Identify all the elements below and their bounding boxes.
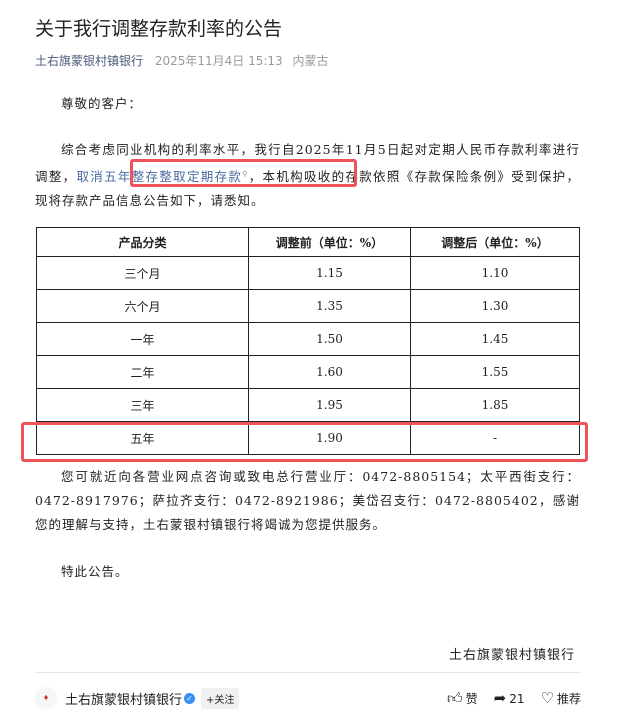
highlight-box — [21, 422, 588, 462]
recommend-button[interactable]: ♡ 推荐 — [541, 689, 581, 707]
table-row: 一年 1.50 1.45 — [36, 322, 580, 356]
paragraph-1: 综合考虑同业机构的利率水平，我行自2025年11月5日起对定期人民币存款利率进行… — [35, 138, 580, 213]
highlight-box — [130, 159, 357, 187]
cell: 1.45 — [410, 322, 580, 356]
cell: 1.10 — [410, 256, 580, 290]
follow-button[interactable]: +关注 — [201, 687, 240, 709]
location: 内蒙古 — [292, 54, 329, 68]
table-header: 产品分类 调整前（单位：%） 调整后（单位：%） — [36, 227, 580, 257]
avatar[interactable]: ♦ — [35, 687, 57, 709]
table-row: 三个月 1.15 1.10 — [36, 256, 580, 290]
table-row: 三年 1.95 1.85 — [36, 388, 580, 422]
divider — [35, 672, 581, 673]
share-icon: ➦ — [493, 689, 507, 707]
table-row: 六个月 1.35 1.30 — [36, 289, 580, 323]
search-link[interactable]: 取消五年整存整取定期存款 — [76, 169, 243, 185]
thumbs-up-icon: 👍︎ — [446, 688, 463, 707]
publish-date: 2025年11月4日 15:13 — [154, 54, 283, 68]
header-cell: 产品分类 — [36, 227, 249, 257]
cell: - — [410, 421, 580, 455]
verified-icon: ✓ — [184, 692, 196, 704]
header-cell: 调整前（单位：%） — [248, 227, 411, 257]
share-count: 21 — [509, 692, 525, 706]
article-title: 关于我行调整存款利率的公告 — [35, 18, 283, 40]
share-button[interactable]: ➦ 21 — [494, 689, 525, 707]
article-meta: 土右旗蒙银村镇银行 2025年11月4日 15:13 内蒙古 — [35, 52, 335, 69]
cell: 1.50 — [248, 322, 411, 356]
rate-table: 产品分类 调整前（单位：%） 调整后（单位：%） 三个月 1.15 1.10 六个月 1.… — [36, 227, 580, 455]
closing: 特此公告。 — [61, 564, 129, 579]
cell: 三个月 — [36, 256, 249, 290]
cell: 一年 — [36, 322, 249, 356]
signature: 土右旗蒙银村镇银行 — [448, 648, 575, 663]
heart-icon: ♡ — [540, 689, 554, 707]
like-button[interactable]: 👍︎ 赞 — [447, 689, 478, 708]
recommend-label: 推荐 — [556, 692, 581, 706]
paragraph-text: ，本机构吸收的存款依照《存款保险条例》受到保护，现将存款产品信息公告如下，请悉知… — [35, 169, 580, 209]
cell: 1.95 — [248, 388, 411, 422]
cell: 1.60 — [248, 355, 411, 389]
cell: 1.30 — [410, 289, 580, 323]
cell: 1.85 — [410, 388, 580, 422]
search-icon: ⚲ — [242, 170, 249, 178]
paragraph-2: 您可就近向各营业网点咨询或致电总行营业厅：0472-8805154；太平西街支行… — [35, 469, 580, 532]
source-link[interactable]: 土右旗蒙银村镇银行 — [35, 54, 144, 68]
paragraph-text: 综合考虑同业机构的利率水平，我行自2025年11月5日起对定期人民币存款利率进行… — [35, 142, 580, 185]
like-label: 赞 — [465, 691, 478, 706]
cell: 二年 — [36, 355, 249, 389]
footer-bar: ♦ 土右旗蒙银村镇银行 ✓ +关注 👍︎ 赞 ➦ 21 ♡ 推荐 — [35, 686, 581, 710]
cell: 1.35 — [248, 289, 411, 323]
cell: 1.55 — [410, 355, 580, 389]
table-row: 五年 1.90- — [36, 421, 580, 455]
header-cell: 调整后（单位：%） — [410, 227, 580, 257]
table-row: 二年 1.60 1.55 — [36, 355, 580, 389]
account-name[interactable]: 土右旗蒙银村镇银行 — [65, 692, 183, 708]
cell: 1.15 — [248, 256, 411, 290]
cell: 六个月 — [36, 289, 249, 323]
greeting: 尊敬的客户： — [61, 96, 143, 111]
cell: 五年 — [36, 421, 249, 455]
cell: 三年 — [36, 388, 249, 422]
